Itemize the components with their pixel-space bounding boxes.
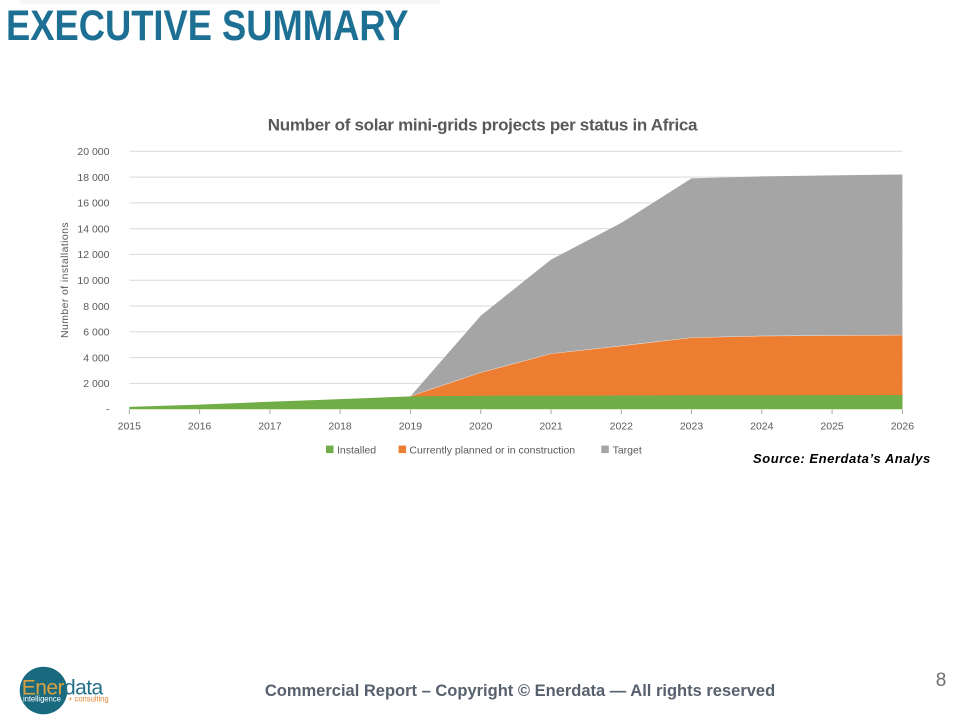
svg-text:Enerdata: Enerdata [22, 677, 104, 700]
svg-text:Number of solar mini-grids pro: Number of solar mini-grids projects per … [268, 116, 698, 135]
svg-text:2023: 2023 [680, 420, 704, 432]
svg-text:2019: 2019 [399, 420, 423, 432]
svg-text:2017: 2017 [258, 420, 282, 432]
svg-text:12 000: 12 000 [77, 249, 109, 261]
svg-text:2020: 2020 [469, 420, 493, 432]
svg-text:Installed: Installed [337, 445, 376, 457]
svg-text:2026: 2026 [891, 420, 915, 432]
svg-text:-: - [106, 403, 110, 415]
svg-text:+ consulting: + consulting [68, 695, 109, 704]
svg-text:Target: Target [613, 445, 642, 457]
svg-text:2021: 2021 [539, 420, 563, 432]
svg-text:4 000: 4 000 [83, 352, 109, 364]
svg-text:Currently planned or in constr: Currently planned or in construction [409, 445, 575, 457]
svg-text:2018: 2018 [328, 420, 352, 432]
svg-text:8 000: 8 000 [83, 301, 109, 313]
svg-text:2016: 2016 [188, 420, 212, 432]
svg-text:16 000: 16 000 [77, 198, 109, 210]
svg-text:20 000: 20 000 [77, 146, 109, 158]
svg-text:2015: 2015 [118, 420, 142, 432]
svg-text:14 000: 14 000 [77, 224, 109, 236]
svg-text:6 000: 6 000 [83, 327, 109, 339]
svg-text:2025: 2025 [820, 420, 844, 432]
svg-text:18 000: 18 000 [77, 172, 109, 184]
svg-text:2022: 2022 [610, 420, 634, 432]
svg-text:2 000: 2 000 [83, 378, 109, 390]
svg-text:Number of installations: Number of installations [59, 222, 71, 338]
svg-text:10 000: 10 000 [77, 275, 109, 287]
svg-text:2024: 2024 [750, 420, 774, 432]
svg-text:intelligence: intelligence [23, 695, 61, 704]
